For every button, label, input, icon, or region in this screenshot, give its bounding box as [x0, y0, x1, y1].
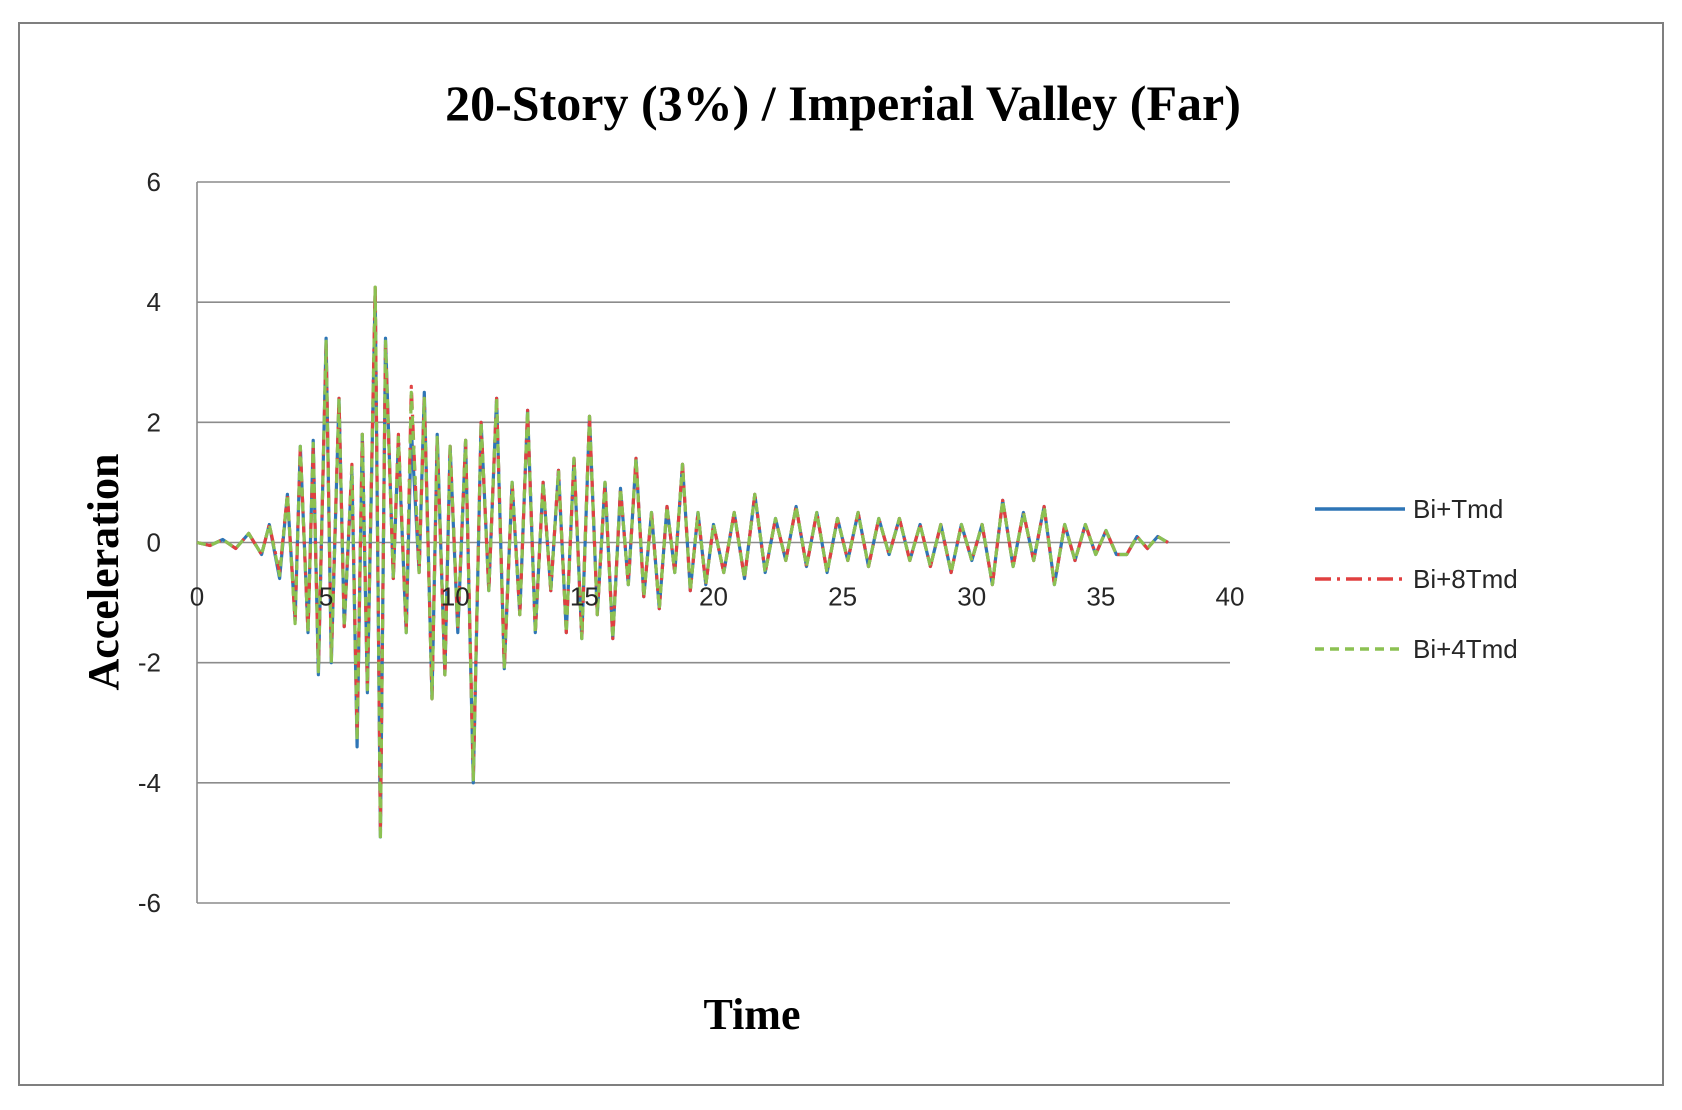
y-tick-label: -2	[138, 648, 161, 678]
legend-label: Bi+4Tmd	[1413, 634, 1518, 664]
y-tick-label: 2	[147, 407, 161, 437]
x-tick-label: 15	[570, 582, 599, 612]
x-tick-label: 25	[828, 582, 857, 612]
x-axis-ticks: 0 5 10 15 20 25 30 35 40	[190, 582, 1245, 612]
series-line-2	[196, 285, 1169, 842]
y-tick-label: 0	[147, 528, 161, 558]
y-axis-ticks: 6 4 2 0 -2 -4 -6	[138, 167, 161, 918]
y-tick-label: 6	[147, 167, 161, 197]
x-tick-label: 40	[1216, 582, 1245, 612]
x-tick-label: 30	[957, 582, 986, 612]
x-tick-label: 20	[699, 582, 728, 612]
y-axis-title: Acceleration	[79, 454, 128, 691]
chart-frame: 20-Story (3%) / Imperial Valley (Far) 6 4…	[18, 22, 1664, 1086]
x-tick-label: 5	[319, 582, 333, 612]
x-tick-label: 10	[441, 582, 470, 612]
chart-canvas: 20-Story (3%) / Imperial Valley (Far) 6 4…	[79, 75, 1518, 1039]
chart-title: 20-Story (3%) / Imperial Valley (Far)	[445, 75, 1241, 131]
x-axis-title: Time	[704, 990, 801, 1039]
y-tick-label: 4	[147, 287, 161, 317]
legend-label: Bi+Tmd	[1413, 494, 1503, 524]
y-tick-label: -6	[138, 888, 161, 918]
series-lines	[196, 282, 1169, 842]
x-tick-label: 35	[1086, 582, 1115, 612]
legend-label: Bi+8Tmd	[1413, 564, 1518, 594]
legend: Bi+Tmd Bi+8Tmd Bi+4Tmd	[1315, 494, 1518, 664]
x-tick-label: 0	[190, 582, 204, 612]
y-tick-label: -4	[138, 768, 161, 798]
